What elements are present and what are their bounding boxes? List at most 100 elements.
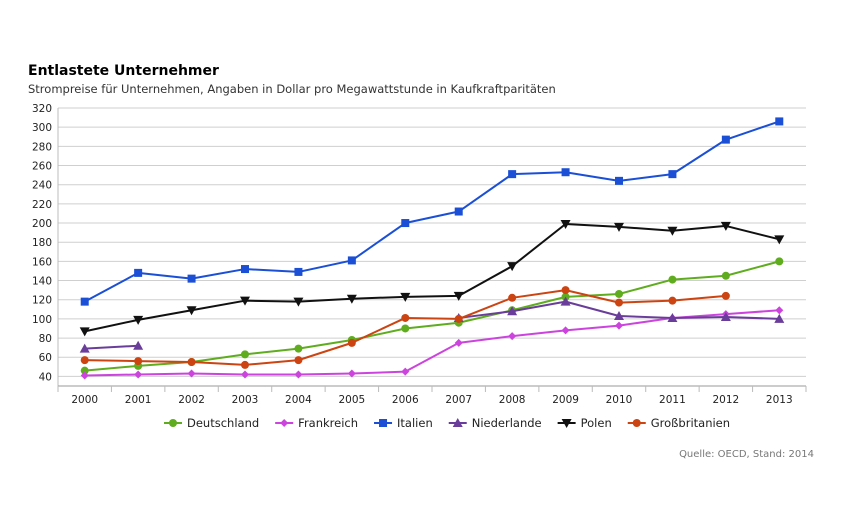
series-italien <box>80 117 784 306</box>
data-point-gro-britanien <box>668 296 677 305</box>
data-point-gro-britanien <box>134 357 143 366</box>
data-point-deutschland <box>775 257 784 266</box>
data-point-deutschland <box>241 350 249 359</box>
y-tick-label: 120 <box>32 295 52 307</box>
legend-item-polen[interactable]: Polen <box>557 416 612 430</box>
x-tick-label: 2007 <box>445 394 472 406</box>
data-point-italien <box>561 168 570 177</box>
series-gro-britanien <box>80 286 730 369</box>
data-point-frankreich <box>615 321 623 330</box>
data-point-polen <box>560 219 571 229</box>
data-point-italien <box>187 274 196 283</box>
x-tick-label: 2001 <box>125 394 152 406</box>
data-point-frankreich <box>187 369 196 378</box>
legend-marker <box>379 419 388 427</box>
data-point-deutschland <box>668 275 677 284</box>
data-point-polen <box>133 315 144 325</box>
y-tick-label: 260 <box>32 161 52 173</box>
data-point-gro-britanien <box>294 356 303 365</box>
data-point-frankreich <box>561 326 570 335</box>
chart-title: Entlastete Unternehmer <box>28 63 219 79</box>
data-point-italien <box>668 170 677 179</box>
data-point-polen <box>667 226 678 236</box>
y-tick-label: 220 <box>32 199 52 211</box>
data-point-frankreich <box>80 371 89 380</box>
data-point-italien <box>241 265 249 274</box>
legend-label: Deutschland <box>187 416 259 430</box>
chart-subtitle: Strompreise für Unternehmen, Angaben in … <box>28 82 556 96</box>
data-point-polen <box>186 306 197 316</box>
legend-marker <box>561 419 572 428</box>
y-tick-label: 240 <box>32 180 52 192</box>
data-point-italien <box>134 268 143 277</box>
data-point-niederlande <box>79 343 90 353</box>
x-tick-label: 2012 <box>712 394 739 406</box>
data-point-italien <box>454 207 463 216</box>
data-point-polen <box>240 296 250 306</box>
y-tick-label: 320 <box>32 103 52 115</box>
data-point-gro-britanien <box>187 358 196 367</box>
data-point-italien <box>401 219 410 228</box>
data-point-polen <box>346 294 357 304</box>
legend-item-frankreich[interactable]: Frankreich <box>275 416 358 430</box>
data-point-polen <box>400 292 411 302</box>
data-point-polen <box>774 235 785 245</box>
data-point-deutschland <box>721 271 730 280</box>
y-tick-label: 80 <box>39 333 52 345</box>
data-point-gro-britanien <box>401 313 410 322</box>
data-point-gro-britanien <box>615 298 623 307</box>
y-tick-label: 100 <box>32 314 52 326</box>
legend-marker <box>280 419 289 427</box>
x-tick-label: 2013 <box>766 394 793 406</box>
legend-label: Großbritanien <box>651 416 730 430</box>
legend-item-niederlande[interactable]: Niederlande <box>448 416 542 430</box>
x-axis: 2000 2001 2002 2003 2004 2005 2006 2007 2008 2009… <box>57 385 807 406</box>
series-lines <box>79 117 785 380</box>
series-line-polen <box>84 222 780 333</box>
y-tick-label: 280 <box>32 141 52 153</box>
data-point-frankreich <box>508 332 517 341</box>
data-point-polen <box>293 297 304 307</box>
data-point-polen <box>720 221 731 231</box>
data-point-italien <box>347 256 356 265</box>
series-line-frankreich <box>84 309 780 377</box>
legend-item-deutschland[interactable]: Deutschland <box>164 416 259 430</box>
y-tick-label: 300 <box>32 122 52 134</box>
y-tick-label: 140 <box>32 276 52 288</box>
y-axis: 40 60 80 100 120 140 160 180 200 220 240 260 280 300 3… <box>32 103 59 386</box>
data-point-italien <box>508 170 517 179</box>
legend-marker <box>169 419 177 427</box>
data-point-frankreich <box>454 338 463 347</box>
data-point-gro-britanien <box>454 314 463 323</box>
data-point-niederlande <box>774 313 785 323</box>
legend-item-italien[interactable]: Italien <box>374 416 433 430</box>
legend-marker <box>452 418 463 427</box>
y-tick-label: 40 <box>39 371 52 383</box>
data-point-italien <box>80 297 89 306</box>
legend-label: Italien <box>397 416 433 430</box>
data-point-italien <box>615 176 623 185</box>
data-point-italien <box>294 267 303 276</box>
legend-item-gro-britanien[interactable]: Großbritanien <box>627 416 730 430</box>
series-line-niederlande <box>84 344 139 350</box>
data-point-deutschland <box>401 324 410 333</box>
data-point-frankreich <box>347 369 356 378</box>
data-point-frankreich <box>294 370 303 379</box>
data-point-niederlande <box>614 311 624 321</box>
data-point-gro-britanien <box>721 291 730 300</box>
x-tick-label: 2004 <box>285 394 312 406</box>
data-point-niederlande <box>133 340 144 350</box>
data-point-gro-britanien <box>508 293 517 302</box>
x-tick-label: 2005 <box>338 394 365 406</box>
series-polen <box>79 219 785 337</box>
legend-label: Frankreich <box>298 416 358 430</box>
data-point-gro-britanien <box>347 338 356 347</box>
data-point-italien <box>775 117 784 126</box>
y-tick-label: 180 <box>32 237 52 249</box>
series-line-italien <box>84 120 780 303</box>
data-point-niederlande <box>507 306 518 316</box>
data-point-gro-britanien <box>561 286 570 295</box>
data-point-frankreich <box>134 370 143 379</box>
data-point-gro-britanien <box>80 356 89 365</box>
data-point-frankreich <box>775 306 784 315</box>
